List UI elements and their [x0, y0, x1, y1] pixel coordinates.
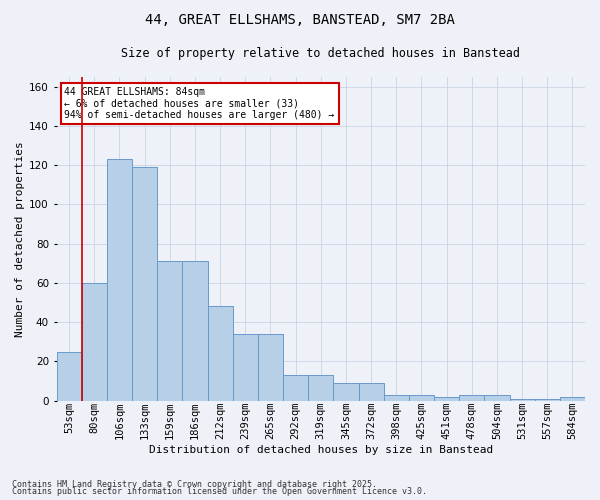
Bar — [484, 394, 509, 400]
Title: Size of property relative to detached houses in Banstead: Size of property relative to detached ho… — [121, 48, 520, 60]
Bar — [459, 394, 484, 400]
Bar — [434, 396, 459, 400]
Text: 44, GREAT ELLSHAMS, BANSTEAD, SM7 2BA: 44, GREAT ELLSHAMS, BANSTEAD, SM7 2BA — [145, 12, 455, 26]
Bar — [535, 398, 560, 400]
Bar — [258, 334, 283, 400]
Text: Contains HM Land Registry data © Crown copyright and database right 2025.: Contains HM Land Registry data © Crown c… — [12, 480, 377, 489]
Bar — [132, 167, 157, 400]
Bar — [383, 394, 409, 400]
Bar — [334, 383, 359, 400]
Bar — [560, 396, 585, 400]
X-axis label: Distribution of detached houses by size in Banstead: Distribution of detached houses by size … — [149, 445, 493, 455]
Bar — [82, 283, 107, 401]
Bar — [409, 394, 434, 400]
Bar — [208, 306, 233, 400]
Bar — [233, 334, 258, 400]
Text: Contains public sector information licensed under the Open Government Licence v3: Contains public sector information licen… — [12, 488, 427, 496]
Bar — [56, 352, 82, 401]
Bar — [359, 383, 383, 400]
Text: 44 GREAT ELLSHAMS: 84sqm
← 6% of detached houses are smaller (33)
94% of semi-de: 44 GREAT ELLSHAMS: 84sqm ← 6% of detache… — [64, 86, 335, 120]
Bar — [182, 262, 208, 400]
Bar — [157, 262, 182, 400]
Bar — [107, 160, 132, 400]
Bar — [308, 375, 334, 400]
Y-axis label: Number of detached properties: Number of detached properties — [15, 141, 25, 336]
Bar — [283, 375, 308, 400]
Bar — [509, 398, 535, 400]
